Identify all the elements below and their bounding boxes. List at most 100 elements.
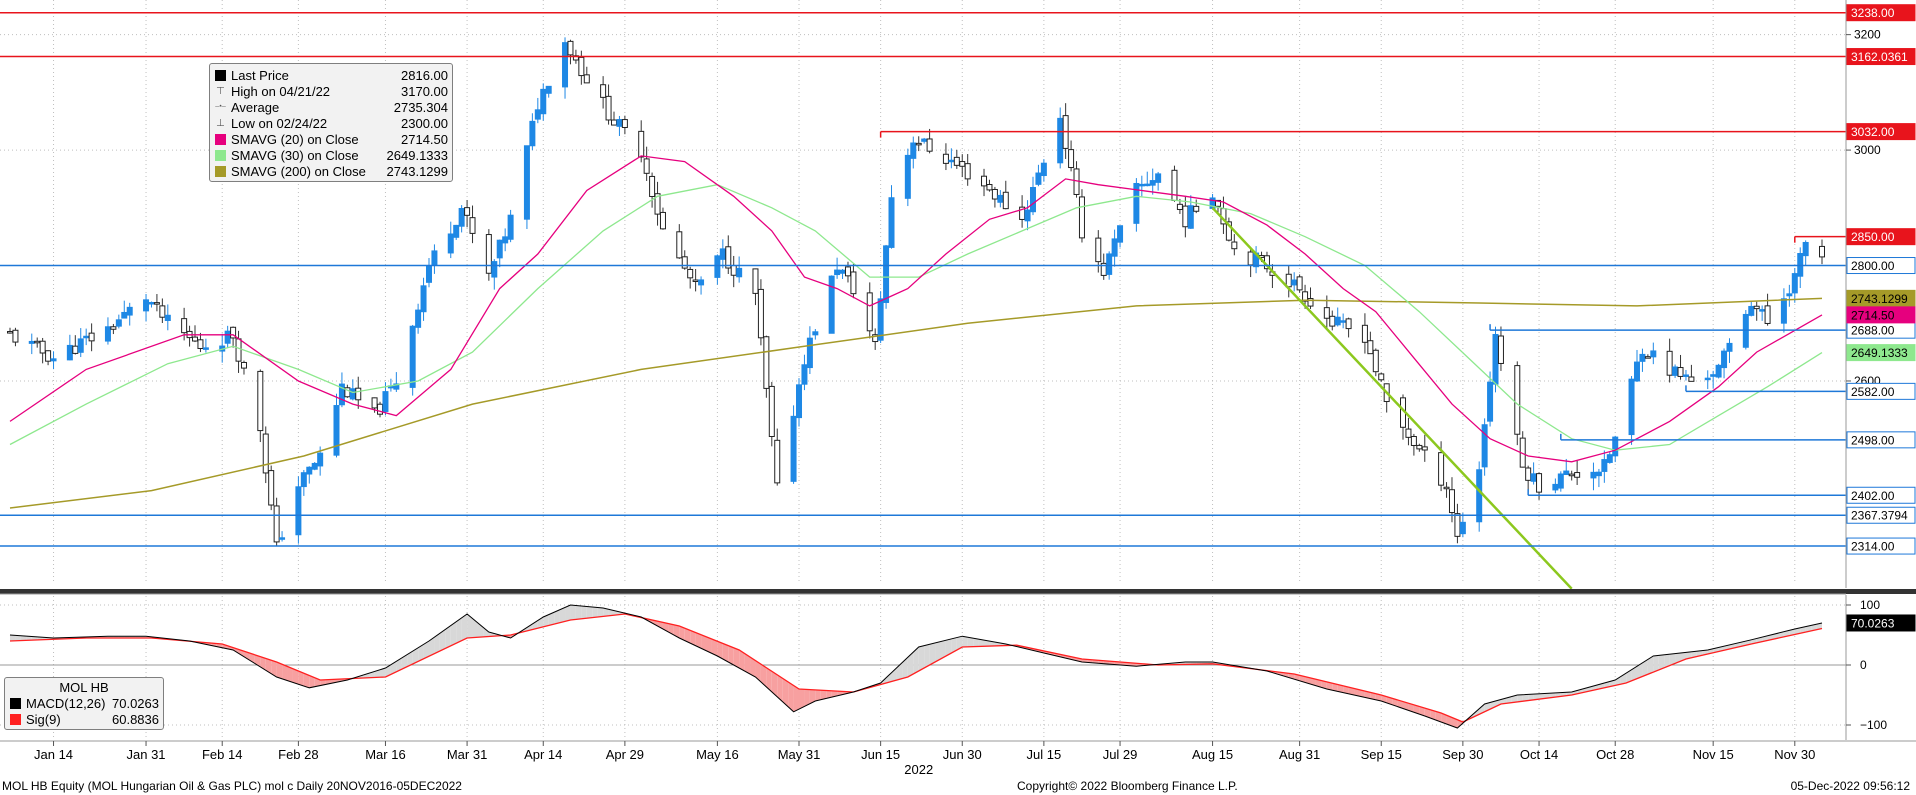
macd-fill-slice <box>292 668 299 685</box>
legend-label: Sig(9) <box>26 711 61 727</box>
resistance-label-box <box>1846 123 1916 141</box>
macd-fill-slice <box>793 685 800 712</box>
candle-body <box>1057 117 1064 164</box>
candle-body <box>1307 298 1314 307</box>
candle-body <box>986 184 993 191</box>
macd-fill-slice <box>951 637 957 653</box>
macd-fill-slice <box>1370 692 1376 700</box>
macd-fill-slice <box>390 661 397 675</box>
macd-fill-slice <box>1658 654 1665 670</box>
macd-fill-slice <box>1364 691 1371 699</box>
macd-fill-slice <box>396 657 402 672</box>
support-label-box <box>1846 537 1916 555</box>
candle-body <box>45 350 52 362</box>
candle-body <box>1759 309 1766 312</box>
macd-fill-slice <box>265 658 272 674</box>
legend-row: SMAVG (30) on Close 2649.1333 <box>214 147 448 163</box>
resistance-label: 2850.00 <box>1846 228 1916 246</box>
macd-line <box>9 604 1823 729</box>
support-label-text: 2402.00 <box>1851 489 1895 503</box>
macd-fill-slice <box>407 651 413 667</box>
candle-body <box>447 233 454 254</box>
macd-fill-slice <box>363 673 370 678</box>
sma30-value-label-text: 2649.1333 <box>1851 346 1908 360</box>
candle-body <box>1644 356 1651 359</box>
candle-body <box>1378 373 1385 381</box>
candle-body <box>164 314 171 321</box>
macd-fill-slice <box>1669 653 1676 666</box>
candle-body <box>192 336 199 342</box>
candle-body <box>828 275 835 334</box>
candle-body <box>1459 521 1466 535</box>
macd-fill-slice <box>1675 653 1681 664</box>
price-chart: 3200300026001000−1003238.003162.03613032… <box>0 0 1916 777</box>
support-label-text: 2367.3794 <box>1851 509 1908 523</box>
support-label-box <box>1846 486 1916 504</box>
macd-fill-slice <box>717 641 723 659</box>
candle-body <box>1552 483 1559 491</box>
copyright: Copyright© 2022 Bloomberg Finance L.P. <box>1017 779 1238 793</box>
candle-body <box>834 269 841 276</box>
macd-fill-slice <box>1397 699 1404 709</box>
legend-symbol-icon: ⊥ <box>216 117 225 129</box>
candle-body <box>698 279 705 286</box>
candle-body <box>1133 182 1140 224</box>
support-label-box <box>1846 431 1916 449</box>
candle-body <box>1187 205 1194 229</box>
macd-fill-slice <box>826 690 832 699</box>
macd-fill-slice <box>320 679 326 686</box>
support-label: 2402.00 <box>1846 486 1916 504</box>
macd-fill-slice <box>782 678 789 707</box>
candle-body <box>224 330 231 344</box>
macd-fill-slice <box>1348 687 1355 695</box>
x-axis-label: Oct 14 <box>1520 747 1558 762</box>
resistance-label-text: 3238.00 <box>1851 6 1895 20</box>
macd-fill-slice <box>750 657 756 677</box>
candle-body <box>66 344 73 361</box>
x-axis-label: Jul 15 <box>1027 747 1062 762</box>
macd-fill-slice <box>608 609 614 616</box>
macd-fill-slice <box>1685 651 1692 659</box>
macd-fill-slice <box>380 668 386 678</box>
legend-row: Sig(9) 60.8836 <box>9 711 159 727</box>
sma200-value-label-box <box>1846 289 1916 307</box>
macd-fill-slice <box>1413 704 1420 715</box>
legend-row: SMAVG (200) on Close 2743.1299 <box>214 163 448 179</box>
candle-body <box>115 319 122 327</box>
macd-fill-slice <box>1495 699 1501 707</box>
candle-body <box>611 119 617 126</box>
macd-fill-slice <box>978 639 985 647</box>
macd-legend: MOL HB MACD(12,26) 70.0263 Sig(9) 60.8836 <box>4 677 164 730</box>
candle-body <box>523 145 530 220</box>
macd-fill-slice <box>592 607 598 618</box>
candle-body <box>562 42 569 88</box>
candle-body <box>904 154 911 199</box>
legend-value: 2649.1333 <box>386 147 448 163</box>
macd-fill-slice <box>777 674 783 702</box>
candle-body <box>757 288 764 339</box>
macd-fill-slice <box>728 645 734 665</box>
candle-body <box>725 246 732 269</box>
macd-fill-slice <box>309 675 315 688</box>
candles <box>7 37 1825 547</box>
panel-separator[interactable] <box>0 589 1916 594</box>
x-axis-label: Sep 15 <box>1361 747 1402 762</box>
macd-fill-slice <box>820 690 827 700</box>
downtrend-line <box>1211 206 1573 590</box>
macd-fill-slice <box>1354 688 1360 697</box>
candle-body <box>719 248 726 260</box>
candle-body <box>1182 205 1189 228</box>
support-label: 2314.00 <box>1846 537 1916 555</box>
macd-fill-slice <box>526 624 533 631</box>
sma200-line <box>9 297 1823 509</box>
candle-body <box>866 292 873 332</box>
candle-body <box>883 245 890 303</box>
macd-fill-slice <box>1549 692 1556 698</box>
support-label-text: 2314.00 <box>1851 540 1895 554</box>
candle-body <box>1155 173 1162 183</box>
support-label-text: 2688.00 <box>1851 324 1895 338</box>
candle-body <box>1721 350 1728 369</box>
candle-body <box>1748 305 1755 316</box>
sma200-value-label: 2743.1299 <box>1846 289 1916 307</box>
macd-fill-slice <box>924 644 930 668</box>
